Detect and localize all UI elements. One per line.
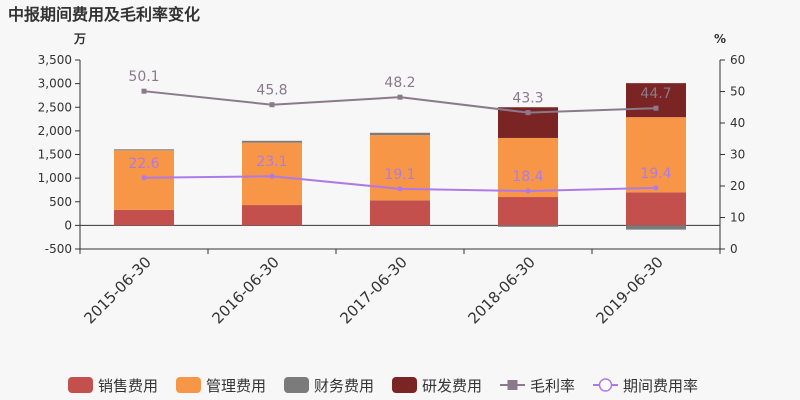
bar-finance (114, 149, 174, 151)
marker-gross (525, 110, 531, 116)
data-label-gross: 50.1 (128, 69, 159, 85)
marker-period (525, 188, 531, 194)
bar-finance (626, 225, 686, 230)
data-label-period: 22.6 (128, 156, 159, 172)
marker-gross (397, 94, 403, 100)
bar-finance (498, 225, 558, 227)
left-tick-label: -500 (45, 242, 72, 256)
legend-swatch-finance (284, 377, 309, 393)
data-label-period: 19.1 (384, 167, 415, 183)
x-tick-label: 2017-06-30 (336, 253, 410, 327)
left-tick-label: 2,500 (38, 100, 72, 114)
right-tick-label: 0 (730, 242, 738, 256)
x-tick-label: 2018-06-30 (464, 253, 538, 327)
marker-period (653, 185, 659, 191)
legend-label-admin: 管理费用 (206, 377, 266, 395)
x-tick-label: 2016-06-30 (208, 253, 282, 327)
x-tick-label: 2015-06-30 (80, 253, 154, 327)
bar-sales (370, 200, 430, 226)
legend-label-period: 期间费用率 (623, 377, 698, 395)
left-tick-label: 2,000 (38, 124, 72, 138)
chart-title: 中报期间费用及毛利率变化 (8, 5, 200, 24)
bar-sales (626, 192, 686, 226)
bar-admin (626, 117, 686, 193)
left-tick-label: 1,000 (38, 171, 72, 185)
bar-admin (498, 137, 558, 198)
bar-finance (242, 140, 302, 143)
data-label-period: 19.4 (640, 166, 671, 182)
left-tick-label: 3,000 (38, 77, 72, 91)
legend-label-finance: 财务费用 (314, 377, 374, 395)
data-label-gross: 43.3 (512, 91, 543, 107)
left-axis-unit: 万 (73, 32, 86, 46)
left-tick-label: 0 (64, 218, 72, 232)
right-tick-label: 10 (730, 211, 745, 225)
legend-label-sales: 销售费用 (98, 377, 158, 395)
marker-period (141, 175, 147, 181)
bar-sales (498, 197, 558, 226)
legend-marker-gross (507, 380, 518, 390)
right-tick-label: 30 (730, 148, 745, 162)
left-tick-label: 1,500 (38, 148, 72, 162)
legend-swatch-admin (176, 377, 201, 393)
marker-gross (653, 105, 659, 111)
marker-period (269, 173, 275, 179)
legend-swatch-rd (392, 377, 417, 393)
legend-label-rd: 研发费用 (422, 377, 482, 395)
right-tick-label: 20 (730, 179, 745, 193)
marker-gross (269, 102, 275, 108)
left-tick-label: 3,500 (38, 53, 72, 67)
bar-sales (242, 205, 302, 226)
bar-sales (114, 209, 174, 226)
right-tick-label: 50 (730, 85, 745, 99)
bar-finance (370, 132, 430, 136)
marker-period (397, 186, 403, 192)
right-tick-label: 40 (730, 116, 745, 130)
legend-label-gross: 毛利率 (530, 377, 575, 395)
data-label-period: 23.1 (256, 154, 287, 170)
legend-swatch-sales (68, 377, 93, 393)
right-tick-label: 60 (730, 53, 745, 67)
right-axis-unit: % (714, 32, 726, 46)
data-label-gross: 48.2 (384, 75, 415, 91)
marker-gross (141, 88, 147, 94)
line-gross (143, 90, 657, 114)
legend-marker-period (598, 378, 613, 392)
left-tick-label: 500 (49, 195, 72, 209)
data-label-period: 18.4 (512, 169, 543, 185)
data-label-gross: 44.7 (640, 86, 671, 102)
bar-rd (626, 83, 686, 118)
x-tick-label: 2019-06-30 (592, 253, 666, 327)
data-label-gross: 45.8 (256, 83, 287, 99)
